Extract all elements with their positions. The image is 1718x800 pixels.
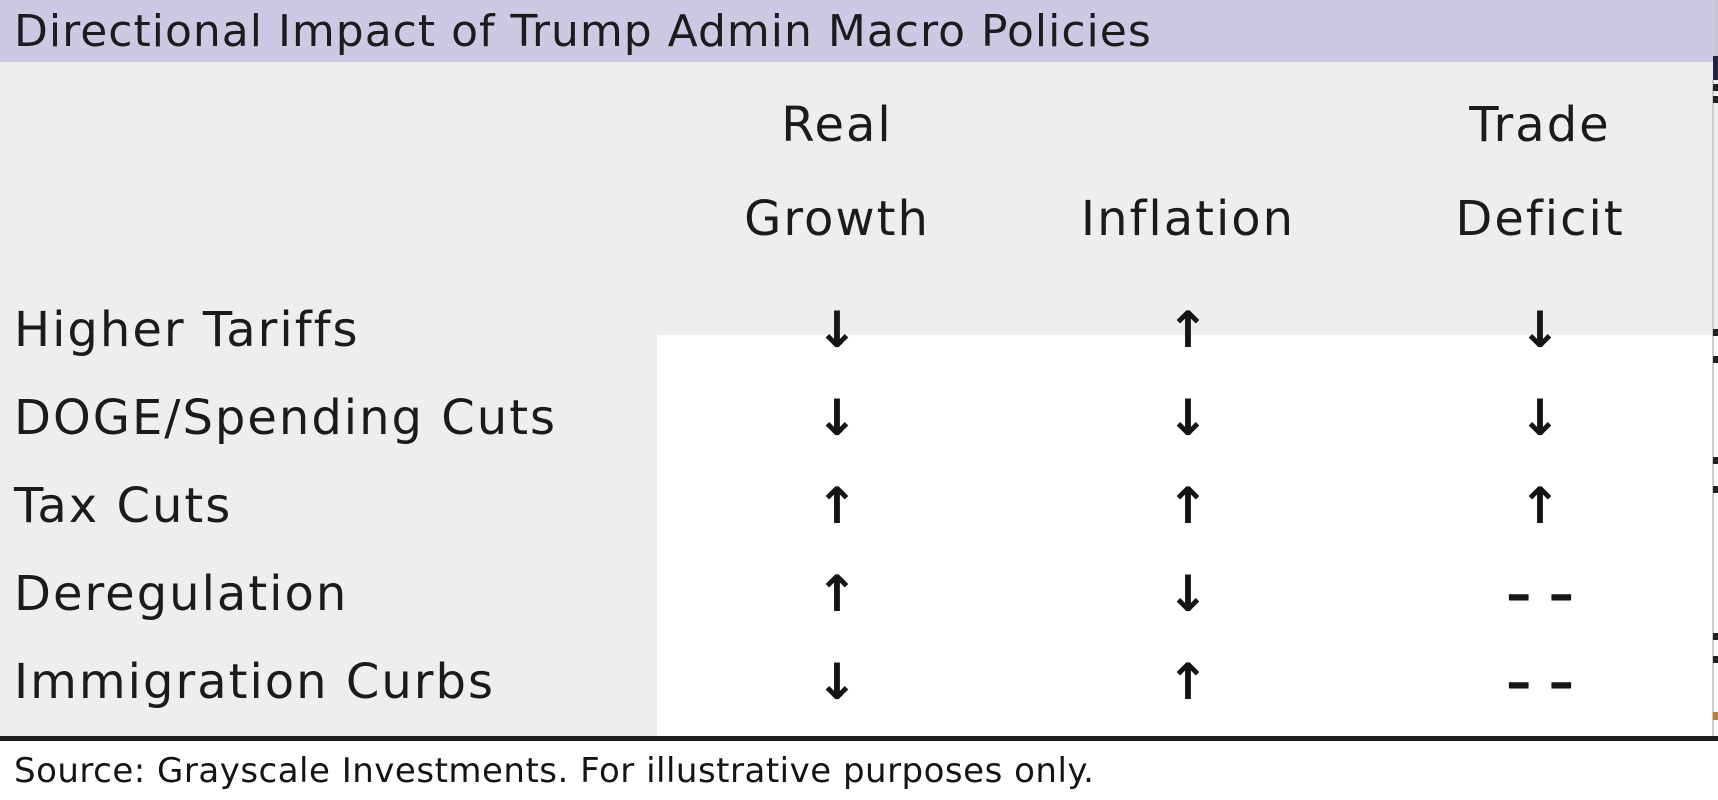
cell-higher-tariffs-inflation: ↑ (1167, 301, 1209, 359)
crop-artifact-tick (1713, 656, 1718, 663)
row-label-immigration-curbs: Immigration Curbs (14, 654, 495, 710)
cell-immigration-inflation: ↑ (1167, 653, 1209, 711)
crop-artifact-tick (1713, 96, 1718, 103)
crop-artifact-tick (1713, 329, 1718, 336)
cell-doge-inflation: ↓ (1167, 389, 1209, 447)
row-label-deregulation: Deregulation (14, 566, 349, 622)
crop-artifact-tick-amber (1713, 712, 1718, 720)
figure-title-bar: Directional Impact of Trump Admin Macro … (0, 0, 1713, 62)
cell-higher-tariffs-real-growth: ↓ (816, 301, 858, 359)
cell-deregulation-real-growth: ↑ (816, 565, 858, 623)
crop-artifact-tick (1713, 457, 1718, 464)
source-note: Source: Grayscale Investments. For illus… (14, 750, 1095, 791)
crop-artifact-tick (1713, 356, 1718, 363)
table-bottom-rule (0, 736, 1718, 741)
cell-tax-cuts-trade-deficit: ↑ (1519, 477, 1561, 535)
cell-doge-trade-deficit: ↓ (1519, 389, 1561, 447)
table-data-panel (657, 335, 1718, 800)
row-label-tax-cuts: Tax Cuts (14, 478, 233, 534)
column-header-deficit: Deficit (1455, 191, 1625, 247)
crop-artifact-tick (1713, 633, 1718, 640)
cell-tax-cuts-inflation: ↑ (1167, 477, 1209, 535)
row-label-doge-spending-cuts: DOGE/Spending Cuts (14, 390, 558, 446)
column-header-inflation: Inflation (1080, 191, 1296, 247)
column-header-growth: Growth (744, 191, 930, 247)
figure-title: Directional Impact of Trump Admin Macro … (14, 5, 1152, 57)
cell-doge-real-growth: ↓ (816, 389, 858, 447)
cell-deregulation-trade-deficit: – – (1506, 565, 1574, 623)
cell-higher-tariffs-trade-deficit: ↓ (1519, 301, 1561, 359)
row-label-higher-tariffs: Higher Tariffs (14, 302, 360, 358)
cell-tax-cuts-real-growth: ↑ (816, 477, 858, 535)
cell-immigration-trade-deficit: – – (1506, 653, 1574, 711)
crop-artifact-top-sliver (1713, 0, 1718, 56)
column-header-trade: Trade (1469, 97, 1611, 153)
source-bar: Source: Grayscale Investments. For illus… (0, 741, 1718, 800)
crop-artifact-tick (1713, 486, 1718, 493)
crop-artifact-vertical-line (1712, 80, 1714, 736)
column-header-real: Real (781, 97, 893, 153)
crop-artifact-tick (1713, 84, 1718, 91)
cell-deregulation-inflation: ↓ (1167, 565, 1209, 623)
cell-immigration-real-growth: ↓ (816, 653, 858, 711)
table-panel: Real Growth Inflation Trade Deficit High… (0, 62, 1718, 800)
crop-artifact-dark-block (1713, 56, 1718, 80)
